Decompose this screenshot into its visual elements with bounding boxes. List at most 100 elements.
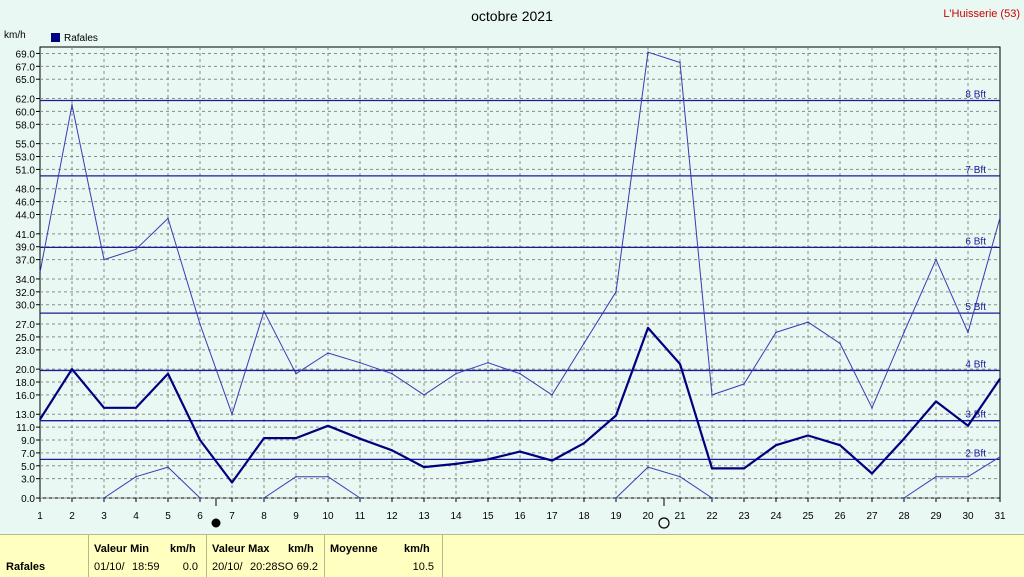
stats-max-date: 20/10/ <box>212 561 243 573</box>
stats-avg-cell: Moyenne km/h 10.5 <box>324 535 442 577</box>
stats-avg-unit: km/h <box>404 543 430 555</box>
data-point <box>295 437 297 439</box>
y-tick-label: 44.0 <box>16 211 36 222</box>
stats-min-date: 01/10/ <box>94 561 125 573</box>
stats-min-time: 18:59 <box>132 561 160 573</box>
series-lines <box>39 51 1001 499</box>
full-moon-icon <box>658 517 670 529</box>
stats-bar: Rafales Valeur Min km/h 01/10/ 18:59 0.0… <box>0 534 1024 577</box>
data-point <box>967 331 969 334</box>
data-point <box>231 413 233 416</box>
data-point <box>199 497 201 499</box>
data-point <box>775 444 777 446</box>
y-tick-label: 41.0 <box>16 230 36 241</box>
stats-divider <box>206 535 207 577</box>
beaufort-label: 4 Bft <box>965 359 986 370</box>
series-min-line <box>263 476 361 499</box>
stats-divider <box>324 535 325 577</box>
data-point <box>839 342 841 345</box>
y-tick-label: 46.0 <box>16 198 36 209</box>
y-tick-label: 23.0 <box>16 346 36 357</box>
y-tick-label: 0.0 <box>21 494 35 505</box>
grid-lines <box>40 47 1000 499</box>
data-point <box>167 372 169 375</box>
data-point <box>295 372 297 375</box>
y-tick-label: 20.0 <box>16 365 36 376</box>
x-tick-label: 2 <box>69 511 75 522</box>
data-point <box>103 407 105 409</box>
data-point <box>39 418 41 421</box>
y-tick-label: 37.0 <box>16 256 36 267</box>
data-point <box>263 497 265 499</box>
data-point <box>39 271 41 274</box>
x-tick-label: 26 <box>834 511 846 522</box>
data-point <box>615 414 617 417</box>
data-point <box>135 475 137 478</box>
data-point <box>487 458 489 461</box>
x-tick-label: 22 <box>706 511 718 522</box>
y-tick-label: 53.0 <box>16 153 36 164</box>
x-tick-label: 27 <box>866 511 878 522</box>
x-tick-label: 30 <box>962 511 974 522</box>
x-tick-label: 6 <box>197 511 203 522</box>
stats-divider <box>88 535 89 577</box>
data-point <box>359 437 361 440</box>
data-point <box>263 437 265 439</box>
data-point <box>647 327 649 329</box>
data-point <box>199 323 201 325</box>
y-tick-label: 30.0 <box>16 301 36 312</box>
data-point <box>679 475 681 478</box>
x-tick-label: 1 <box>37 511 43 522</box>
data-point <box>199 439 201 441</box>
x-tick-label: 14 <box>450 511 462 522</box>
data-point <box>423 394 425 396</box>
data-point <box>551 459 553 462</box>
data-point <box>871 472 873 475</box>
x-tick-label: 24 <box>770 511 782 522</box>
data-point <box>903 437 905 440</box>
stats-max-value: 69.2 <box>296 561 318 573</box>
data-point <box>327 425 329 427</box>
stats-min-header: Valeur Min <box>94 543 150 555</box>
x-tick-label: 13 <box>418 511 430 522</box>
beaufort-label: 2 Bft <box>965 448 986 459</box>
series-min-line <box>615 466 713 499</box>
x-tick-label: 3 <box>101 511 107 522</box>
data-point <box>647 51 649 53</box>
data-point <box>999 455 1001 458</box>
stats-max-time: 20:28SO <box>250 561 294 573</box>
y-tick-label: 69.0 <box>16 49 36 60</box>
data-point <box>807 321 809 323</box>
x-tick-label: 29 <box>930 511 942 522</box>
stats-max-cell: Valeur Max km/h 20/10/ 20:28SO 69.2 <box>206 535 324 577</box>
legend-label: Rafales <box>64 33 98 44</box>
data-point <box>615 497 617 499</box>
y-unit-label: km/h <box>4 30 26 41</box>
stats-max-header: Valeur Max <box>212 543 270 555</box>
new-moon-icon <box>211 518 221 528</box>
y-tick-label: 65.0 <box>16 75 36 86</box>
data-point <box>967 425 969 427</box>
wind-chart: octobre 2021 L'Huisserie (53) km/h Rafal… <box>4 8 1020 529</box>
y-tick-label: 13.0 <box>16 410 36 421</box>
station-name: L'Huisserie (53) <box>943 8 1020 20</box>
data-point <box>551 394 553 396</box>
y-tick-label: 58.0 <box>16 120 36 131</box>
data-point <box>103 497 105 499</box>
x-tick-label: 4 <box>133 511 139 522</box>
series-min-line <box>903 456 1001 499</box>
y-tick-label: 5.0 <box>21 462 35 473</box>
data-point <box>231 481 233 484</box>
y-axis-ticks: 0.0 3.0 5.0 7.0 9.0 11.0 13.0 16.0 18.0 20.0 23.0 2… <box>16 49 40 505</box>
x-tick-label: 31 <box>994 511 1006 522</box>
y-tick-label: 62.0 <box>16 95 36 106</box>
data-point <box>167 466 169 468</box>
x-tick-label: 28 <box>898 511 910 522</box>
x-tick-label: 11 <box>355 511 366 522</box>
data-point <box>775 331 777 334</box>
data-point <box>455 463 457 465</box>
data-point <box>327 352 329 354</box>
y-tick-label: 55.0 <box>16 140 36 151</box>
beaufort-label: 5 Bft <box>965 302 986 313</box>
y-tick-label: 3.0 <box>21 475 35 486</box>
